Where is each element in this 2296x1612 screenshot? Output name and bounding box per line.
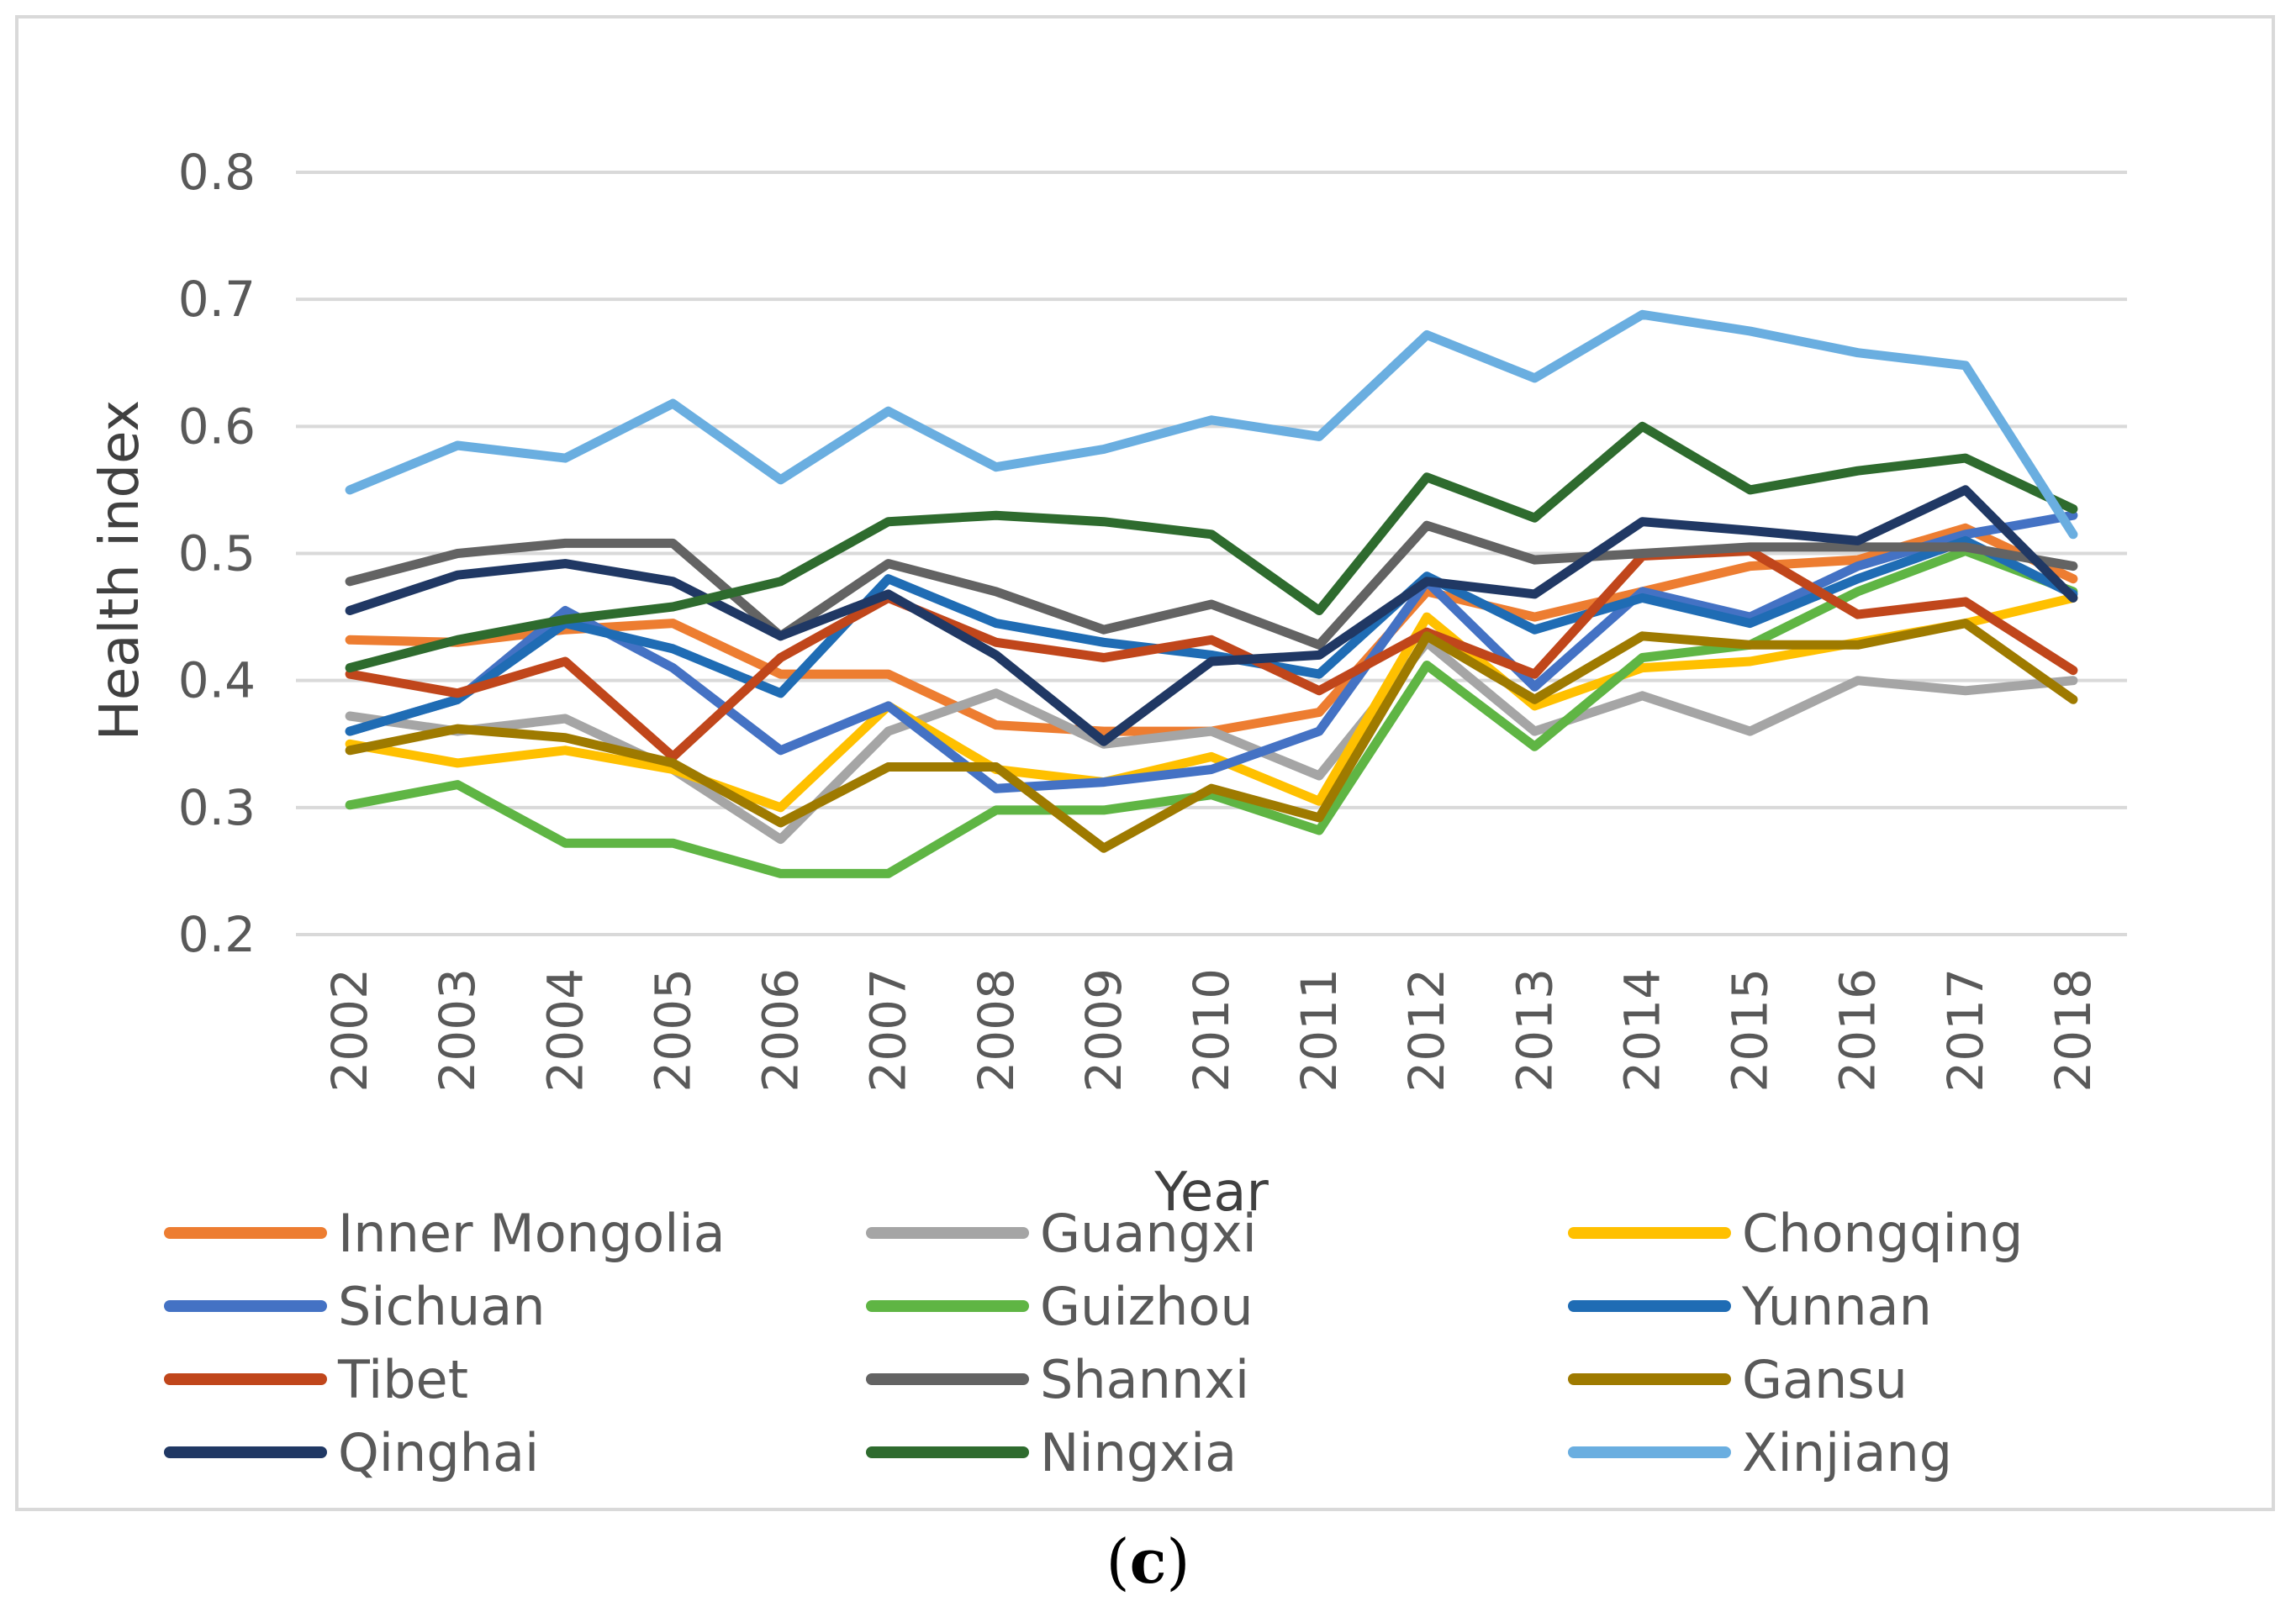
legend: Inner Mongolia Guangxi Chongqing Sichuan Gui… bbox=[164, 1203, 2023, 1483]
y-tick-labels: 0.2 0.3 0.4 0.5 0.6 0.7 0.8 bbox=[178, 144, 256, 963]
x-tick-label: 2009 bbox=[1075, 968, 1132, 1093]
x-tick-label: 2005 bbox=[644, 968, 701, 1093]
x-tick-label: 2013 bbox=[1506, 968, 1563, 1093]
legend-label: Guizhou bbox=[1040, 1276, 1254, 1337]
y-axis-title: Health index bbox=[89, 400, 151, 741]
x-tick-label: 2004 bbox=[536, 968, 594, 1093]
y-tick-label: 0.3 bbox=[178, 779, 256, 836]
y-tick-label: 0.7 bbox=[178, 271, 256, 328]
x-tick-label: 2006 bbox=[752, 968, 810, 1093]
legend-label: Chongqing bbox=[1742, 1203, 2023, 1264]
legend-label: Tibet bbox=[337, 1349, 468, 1410]
series-line-tibet bbox=[345, 546, 2078, 761]
x-tick-labels: 2002 2003 2004 2005 2006 2007 2008 2009 2010 2011… bbox=[321, 968, 2102, 1093]
x-tick-label: 2018 bbox=[2045, 968, 2102, 1093]
legend-label: Xinjiang bbox=[1742, 1422, 1952, 1483]
x-tick-label: 2007 bbox=[860, 968, 917, 1093]
series-line-sichuan bbox=[345, 510, 2078, 793]
legend-label: Yunnan bbox=[1741, 1276, 1932, 1337]
y-tick-label: 0.4 bbox=[178, 652, 256, 709]
series-line-xinjiang bbox=[345, 309, 2078, 540]
x-tick-label: 2008 bbox=[968, 968, 1025, 1093]
gridlines bbox=[296, 171, 2127, 936]
x-tick-label: 2003 bbox=[429, 968, 486, 1093]
x-tick-label: 2010 bbox=[1183, 968, 1240, 1093]
chart-frame: 0.2 0.3 0.4 0.5 0.6 0.7 0.8 2002 2003 2004 2005 20… bbox=[15, 15, 2275, 1511]
legend-label: Inner Mongolia bbox=[338, 1203, 726, 1264]
series-lines bbox=[345, 309, 2078, 878]
x-tick-label: 2015 bbox=[1722, 968, 1779, 1093]
x-tick-label: 2011 bbox=[1291, 968, 1348, 1093]
series-line-guangxi bbox=[345, 637, 2078, 845]
x-tick-label: 2014 bbox=[1613, 968, 1671, 1093]
y-tick-label: 0.2 bbox=[178, 906, 256, 963]
legend-label: Shannxi bbox=[1040, 1349, 1249, 1410]
series-line-qinghai bbox=[345, 485, 2078, 746]
series-line-yunnan bbox=[345, 535, 2078, 736]
x-tick-label: 2002 bbox=[321, 968, 378, 1093]
x-tick-label: 2012 bbox=[1398, 968, 1455, 1093]
x-tick-label: 2017 bbox=[1937, 968, 1994, 1093]
legend-label: Sichuan bbox=[338, 1276, 546, 1337]
y-tick-label: 0.5 bbox=[178, 525, 256, 582]
y-tick-label: 0.6 bbox=[178, 398, 256, 455]
series-line-shannxi bbox=[345, 520, 2078, 650]
x-axis-title: Year bbox=[1153, 1162, 1269, 1224]
legend-label: Qinghai bbox=[338, 1422, 539, 1483]
series-line-ningxia bbox=[345, 421, 2078, 673]
x-tick-label: 2016 bbox=[1829, 968, 1887, 1093]
caption-letter: c bbox=[1129, 1525, 1167, 1597]
caption-close-paren: ) bbox=[1166, 1526, 1190, 1597]
figure-caption: (c) bbox=[0, 1525, 2296, 1597]
series-line-chongqing bbox=[345, 593, 2078, 813]
series-line-guizhou bbox=[345, 546, 2078, 878]
legend-label: Gansu bbox=[1742, 1349, 1908, 1410]
line-chart: 0.20.30.40.50.60.70.8 2002 2003 2004 2005 20… bbox=[89, 144, 2127, 1483]
caption-open-paren: ( bbox=[1106, 1526, 1130, 1597]
y-tick-label: 0.8 bbox=[178, 144, 256, 201]
legend-label: Ningxia bbox=[1040, 1422, 1237, 1483]
series-line-gansu bbox=[345, 619, 2078, 853]
legend-label: Guangxi bbox=[1040, 1203, 1257, 1264]
